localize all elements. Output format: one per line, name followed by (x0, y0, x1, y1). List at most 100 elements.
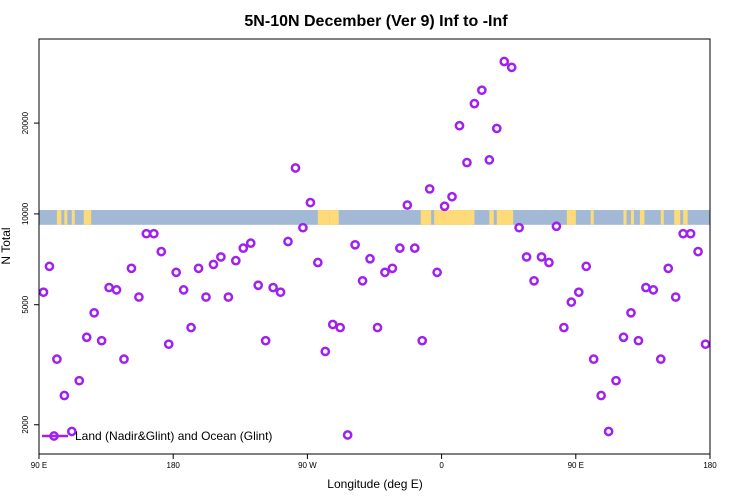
data-point (186, 322, 196, 333)
data-point (670, 292, 681, 302)
data-point (439, 201, 450, 212)
data-point (126, 263, 137, 274)
data-point (618, 332, 629, 343)
data-point (447, 191, 457, 202)
data-point (44, 261, 55, 272)
data-point (581, 261, 592, 272)
data-point (685, 228, 696, 239)
x-tick-label: 90 E (568, 461, 584, 470)
land-segment (64, 210, 68, 225)
x-axis-ticks: 90 E 180 90 W 0 90 E 180 (31, 454, 717, 470)
land-segment (590, 210, 594, 225)
land-segment (660, 210, 664, 225)
data-point (387, 263, 398, 274)
land-segment (630, 210, 634, 225)
land-segment (83, 210, 92, 225)
data-point (238, 243, 249, 253)
land-segment (623, 210, 627, 225)
land-segment (71, 210, 75, 225)
ocean-band (39, 210, 710, 225)
data-point (216, 252, 226, 262)
data-point (626, 307, 636, 318)
data-points-layer (38, 56, 711, 440)
data-point (506, 62, 517, 73)
data-point (119, 354, 129, 365)
data-point (38, 287, 49, 298)
x-tick-label: 90 W (298, 461, 317, 470)
y-axis-label: N Total (0, 227, 13, 264)
data-point (178, 285, 189, 295)
data-point (566, 297, 577, 307)
data-point (432, 267, 442, 278)
data-point (275, 287, 286, 298)
data-point (104, 282, 114, 293)
data-point (409, 243, 420, 253)
data-point (641, 282, 651, 293)
data-point (573, 287, 584, 298)
y-tick-label: 5000 (21, 295, 30, 313)
data-point (536, 252, 547, 262)
data-point (268, 282, 278, 293)
data-point (588, 354, 599, 365)
data-point (596, 390, 606, 401)
data-point (402, 200, 413, 210)
data-point (477, 85, 487, 96)
x-axis-label: Longitude (deg E) (327, 477, 422, 491)
data-point (208, 259, 219, 270)
x-tick-label: 90 E (31, 461, 47, 470)
land-segment (329, 210, 339, 225)
x-tick-label: 180 (703, 461, 717, 470)
data-point (394, 243, 405, 253)
data-point (663, 263, 674, 274)
data-point (365, 253, 375, 264)
data-point (52, 354, 62, 365)
data-point (424, 184, 435, 194)
data-point (678, 228, 689, 239)
data-point (253, 280, 264, 291)
y-tick-label: 2000 (21, 415, 30, 433)
land-segment (674, 210, 681, 225)
y-tick-label: 20000 (21, 111, 30, 134)
legend: Land (Nadir&Glint) and Ocean (Glint) (42, 429, 272, 443)
land-segment (683, 210, 688, 225)
data-point (380, 267, 390, 278)
data-point (111, 285, 122, 295)
data-point (89, 307, 100, 318)
data-point (499, 56, 510, 67)
data-point (245, 238, 256, 248)
data-point (462, 157, 472, 168)
y-axis-ticks: 2000 5000 10000 20000 (21, 111, 39, 434)
data-point (335, 322, 346, 333)
data-point (611, 375, 621, 386)
data-point (223, 292, 234, 302)
data-point (350, 239, 360, 250)
land-segment (434, 210, 445, 225)
land-segment (489, 210, 494, 225)
land-segment (444, 210, 475, 225)
data-point (454, 120, 465, 131)
data-point (141, 228, 152, 239)
data-point (59, 390, 70, 401)
land-segment (566, 210, 576, 225)
data-point (201, 292, 211, 302)
chart-title: 5N-10N December (Ver 9) Inf to -Inf (244, 13, 508, 30)
data-point (74, 375, 85, 386)
data-point (648, 285, 659, 295)
data-point (544, 257, 554, 268)
data-point (66, 426, 77, 437)
background-band-layer (39, 210, 710, 225)
y-tick-label: 10000 (21, 202, 30, 225)
data-point (693, 246, 703, 257)
data-point (290, 163, 301, 173)
data-point (603, 426, 614, 437)
land-segment (56, 210, 62, 225)
data-point (320, 346, 331, 357)
data-point (551, 221, 562, 232)
data-point (260, 335, 271, 346)
data-point (171, 267, 182, 278)
land-segment (317, 210, 330, 225)
data-point (469, 98, 480, 109)
data-point (521, 252, 532, 262)
data-point (357, 275, 368, 286)
